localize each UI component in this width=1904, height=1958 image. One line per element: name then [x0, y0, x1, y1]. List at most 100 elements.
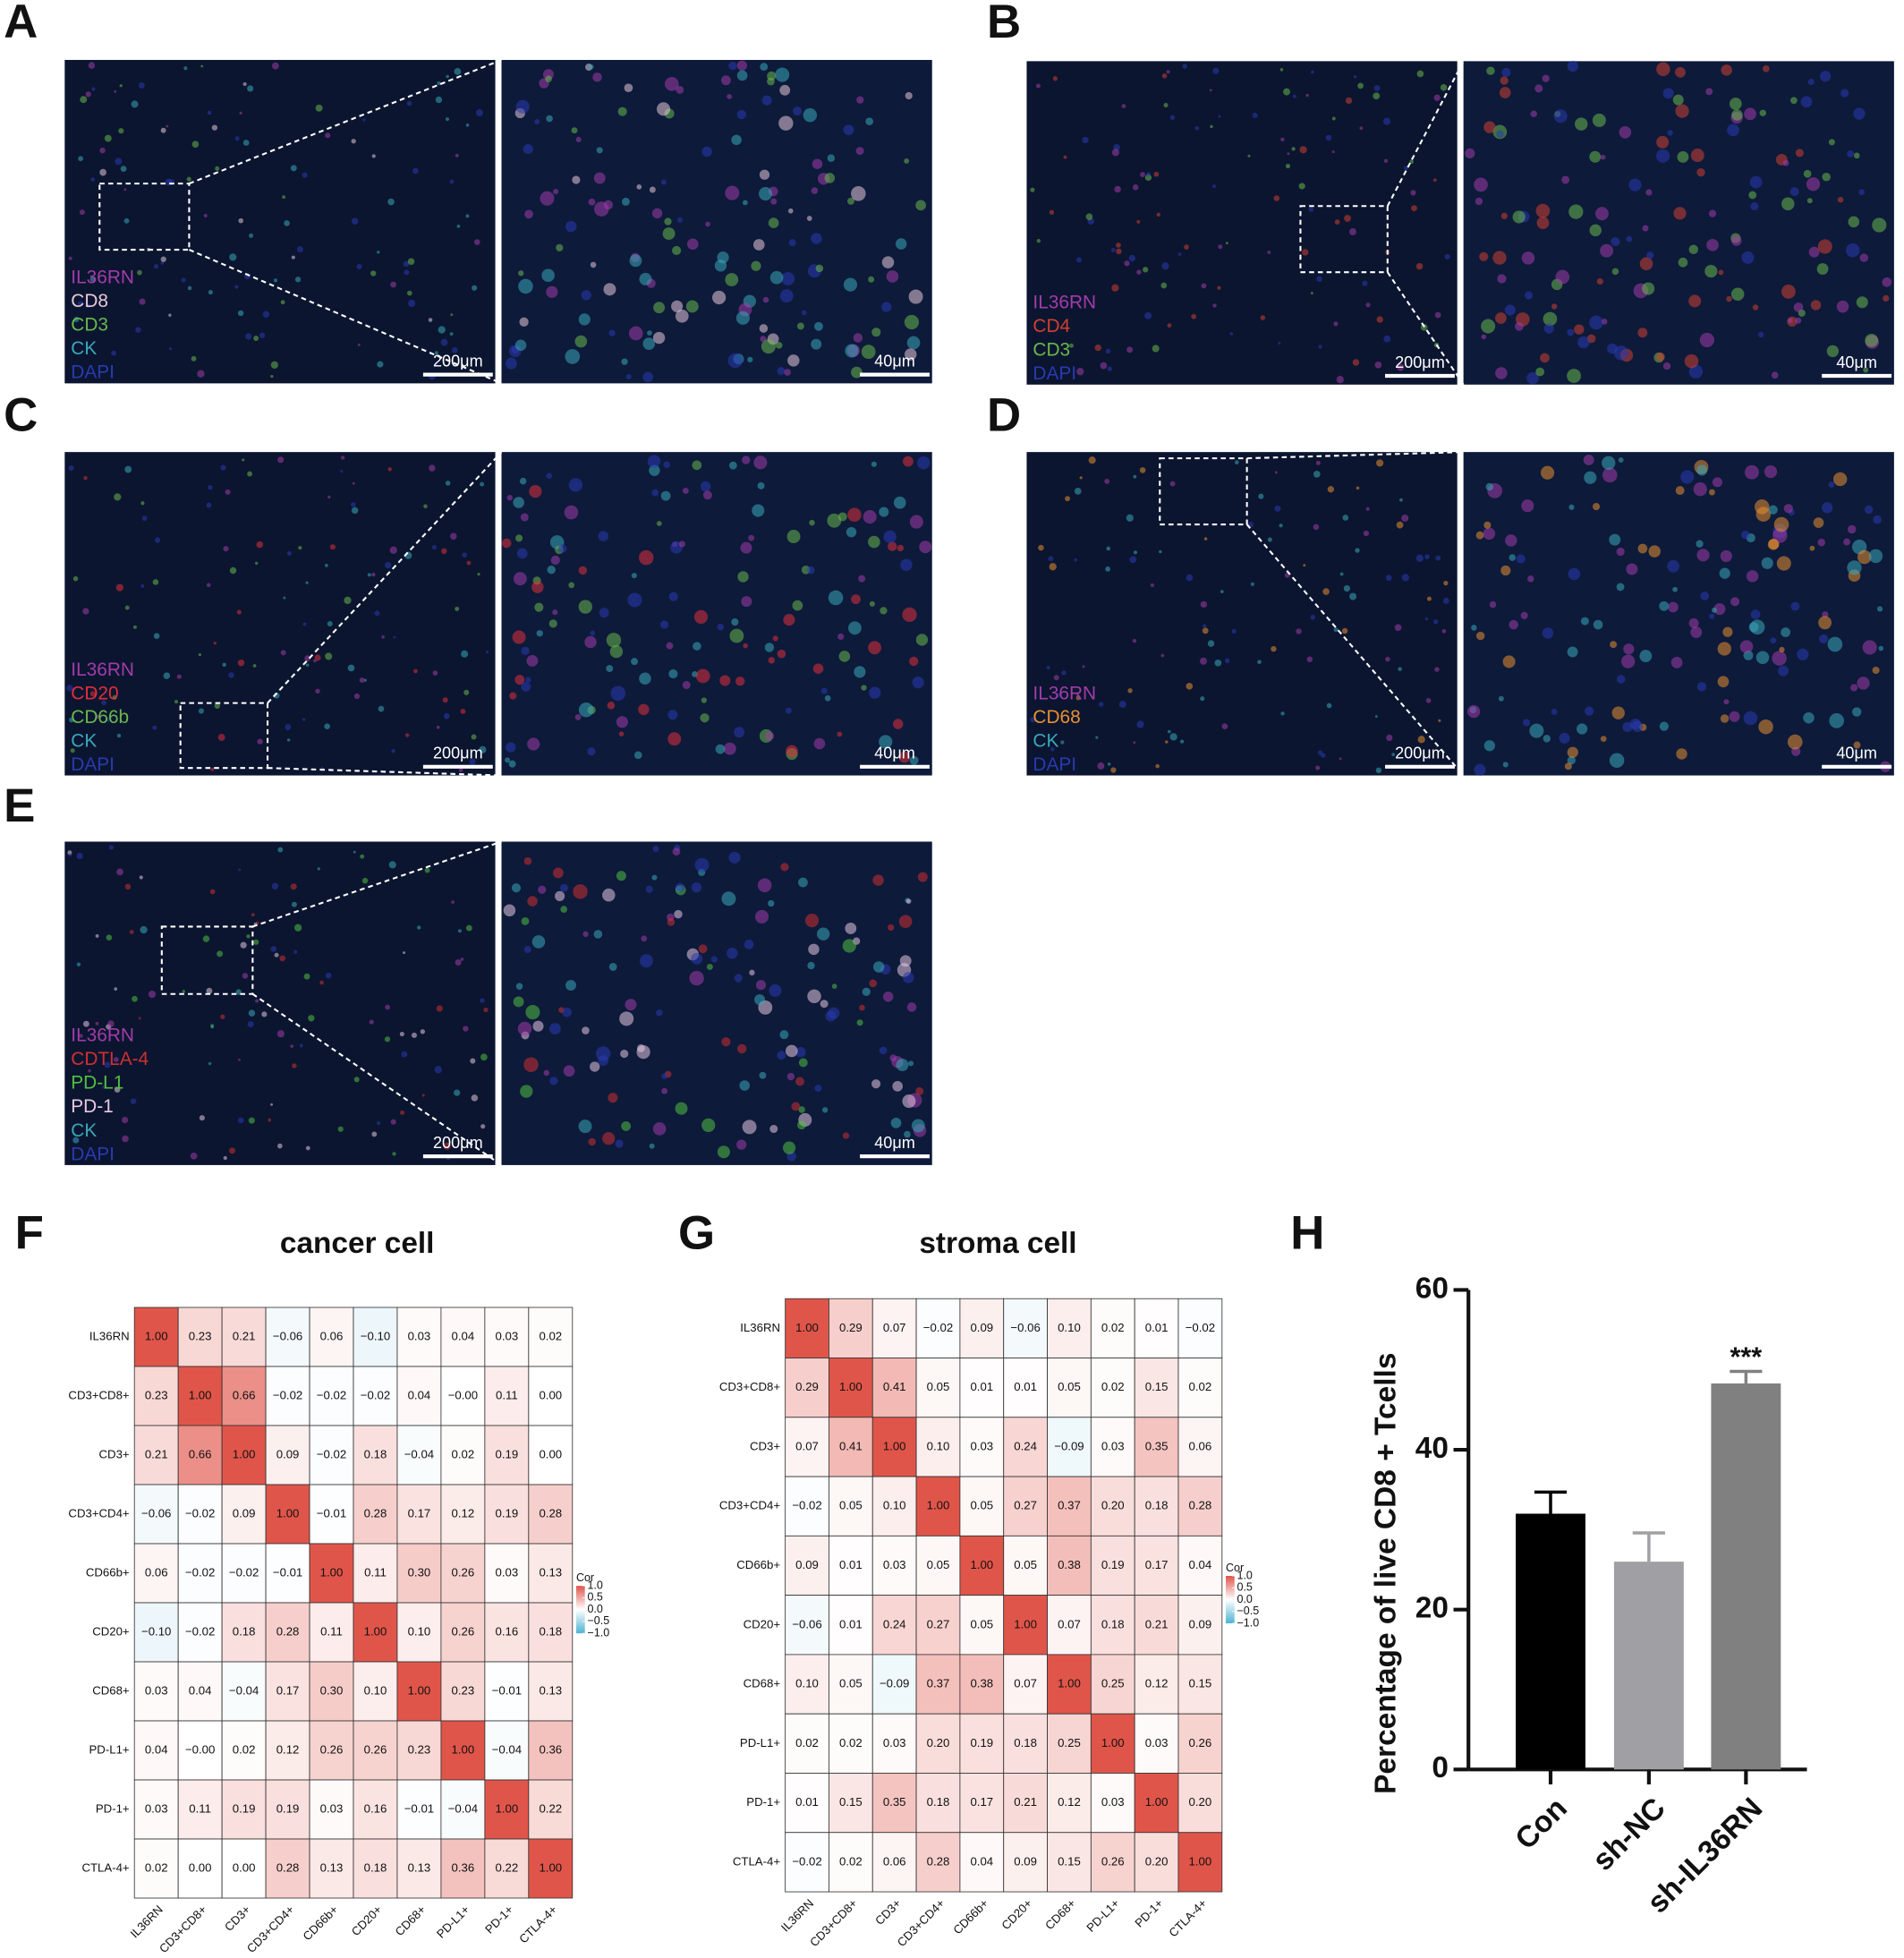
micrograph	[64, 841, 496, 1165]
cell-dot	[855, 147, 864, 156]
cell-dot	[663, 461, 670, 469]
cell-dot	[1426, 596, 1432, 601]
cell-dot	[915, 1086, 924, 1095]
cell-dot	[700, 713, 710, 723]
cell-label: 0.10	[408, 1624, 431, 1638]
cell-label: 0.10	[927, 1439, 950, 1452]
cell-dot	[795, 1047, 806, 1058]
cell-dot	[236, 609, 242, 615]
cell-dot	[108, 845, 114, 850]
cell-dot	[777, 649, 786, 659]
cell-dot	[351, 217, 359, 225]
cell-dot	[1303, 564, 1306, 567]
cell-dot	[742, 1119, 757, 1135]
cell-dot	[112, 694, 117, 700]
cell-dot	[1356, 486, 1360, 490]
marker-label: CDTLA-4	[71, 1049, 149, 1069]
cell-label: 0.36	[452, 1861, 475, 1875]
cell-dot	[290, 883, 297, 890]
cell-dot	[824, 173, 836, 183]
cell-dot	[451, 900, 455, 904]
cell-dot	[139, 875, 143, 880]
cell-dot	[340, 455, 345, 460]
cell-dot	[904, 1130, 911, 1138]
cell-dot	[710, 956, 718, 963]
cell-dot	[1817, 538, 1825, 547]
cell-dot	[787, 354, 800, 367]
panel-label: F	[15, 1206, 44, 1259]
heatmap-cell	[1090, 1417, 1135, 1477]
heatmap-cell	[353, 1602, 398, 1663]
cell-dot	[286, 738, 291, 742]
cell-dot	[217, 950, 224, 958]
cell-dot	[714, 260, 727, 272]
zoom-line	[189, 59, 502, 185]
cell-label: 0.03	[496, 1329, 519, 1342]
cell-dot	[1465, 148, 1475, 159]
zoom-box	[1159, 457, 1248, 526]
cell-label: 0.05	[970, 1499, 993, 1512]
cell-dot	[1336, 376, 1344, 384]
cell-dot	[1858, 189, 1866, 196]
bar	[1516, 1513, 1585, 1770]
cell-dot	[1749, 175, 1763, 189]
cell-dot	[1313, 524, 1320, 531]
heatmap-cell	[528, 1366, 574, 1426]
cell-dot	[1637, 328, 1648, 338]
cell-dot	[206, 583, 211, 588]
cell-dot	[1675, 66, 1686, 78]
heatmap-cell	[1177, 1595, 1223, 1656]
cell-dot	[546, 115, 553, 123]
cell-dot	[661, 1073, 667, 1079]
cell-dot	[1688, 294, 1702, 308]
cell-dot	[138, 1017, 141, 1020]
cell-dot	[765, 731, 775, 741]
cell-dot	[827, 513, 842, 528]
heatmap-cell	[265, 1661, 310, 1722]
cell-dot	[811, 187, 819, 194]
heatmap-cell	[1003, 1535, 1048, 1596]
cell-dot	[314, 654, 321, 661]
cell-dot	[1411, 205, 1417, 212]
cell-dot	[908, 289, 923, 304]
heatmap-cell	[1177, 1417, 1223, 1477]
cell-dot	[1509, 554, 1517, 561]
cell-dot	[1280, 137, 1285, 141]
cell-dot	[1752, 304, 1759, 311]
cell-dot	[904, 158, 910, 164]
cell-dot	[778, 115, 794, 131]
x-tick-label: Con	[1509, 1792, 1574, 1856]
heatmap-cell	[1177, 1476, 1223, 1537]
cell-dot	[466, 560, 472, 566]
heatmap-cell	[1090, 1476, 1135, 1537]
cell-dot	[1529, 723, 1544, 738]
cell-dot	[1060, 740, 1065, 745]
cell-dot	[1500, 565, 1511, 576]
cell-dot	[735, 311, 750, 325]
cell-dot	[261, 1011, 268, 1017]
cell-dot	[1781, 627, 1791, 637]
cell-dot	[912, 676, 924, 689]
cell-dot	[848, 621, 862, 635]
cell-dot	[1220, 590, 1224, 593]
cell-dot	[534, 602, 544, 612]
cell-label: −0.02	[361, 1388, 390, 1401]
cell-dot	[621, 197, 630, 206]
cell-dot	[1526, 371, 1539, 385]
cell-dot	[246, 934, 251, 939]
cell-dot	[628, 326, 643, 341]
cell-dot	[477, 573, 480, 576]
cell-dot	[384, 561, 392, 569]
cell-label: 1.00	[452, 1742, 475, 1756]
cell-dot	[303, 973, 310, 980]
column-label: CD3+CD8+	[157, 1903, 209, 1955]
heatmap-cell	[959, 1417, 1005, 1477]
cell-dot	[1567, 328, 1575, 336]
cell-dot	[665, 77, 679, 91]
cell-dot	[1827, 636, 1843, 652]
cell-dot	[1110, 247, 1116, 252]
heatmap-cell	[1134, 1476, 1179, 1537]
cell-dot	[1857, 549, 1872, 565]
cell-dot	[666, 642, 674, 650]
cell-dot	[1056, 693, 1061, 698]
